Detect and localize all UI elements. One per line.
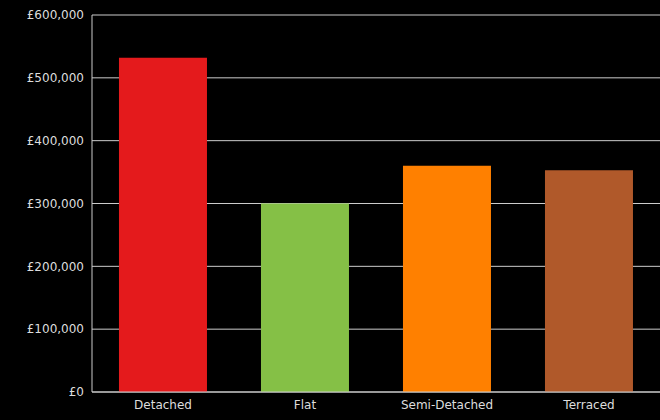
svg-text:£0: £0 [69,385,84,399]
svg-text:Detached: Detached [134,398,192,412]
svg-text:£500,000: £500,000 [27,71,84,85]
svg-text:Terraced: Terraced [562,398,614,412]
svg-text:Semi-Detached: Semi-Detached [401,398,493,412]
svg-text:£300,000: £300,000 [27,197,84,211]
svg-text:Flat: Flat [294,398,317,412]
svg-text:£600,000: £600,000 [27,8,84,22]
svg-text:£100,000: £100,000 [27,322,84,336]
svg-text:£400,000: £400,000 [27,134,84,148]
svg-text:£200,000: £200,000 [27,260,84,274]
